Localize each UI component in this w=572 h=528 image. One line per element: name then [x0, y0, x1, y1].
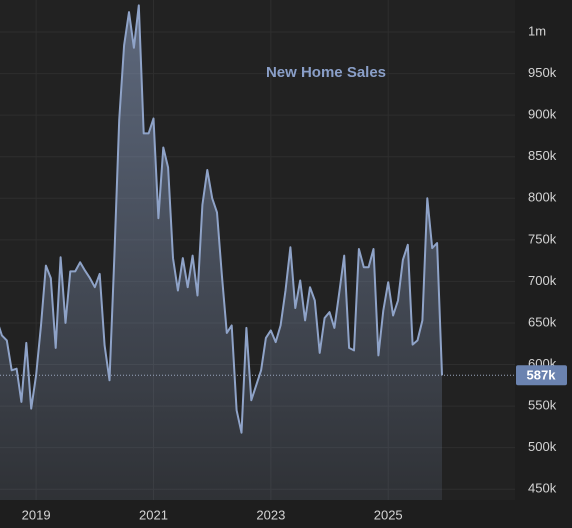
last-value-label: 587k [527, 368, 557, 383]
y-tick-label: 500k [528, 439, 557, 454]
y-tick-label: 700k [528, 273, 557, 288]
chart-title: New Home Sales [266, 64, 386, 81]
y-tick-label: 750k [528, 231, 557, 246]
y-tick-label: 650k [528, 314, 557, 329]
x-tick-label: 2025 [374, 507, 403, 522]
x-tick-label: 2023 [256, 507, 285, 522]
y-tick-label: 1m [528, 23, 546, 38]
y-tick-label: 450k [528, 481, 557, 496]
x-tick-label: 2019 [22, 507, 51, 522]
y-tick-label: 950k [528, 65, 557, 80]
y-tick-label: 850k [528, 148, 557, 163]
last-value-box [516, 365, 567, 386]
y-tick-label: 900k [528, 107, 557, 122]
line [0, 4, 443, 434]
y-tick-label: 550k [528, 398, 557, 413]
y-tick-label: 800k [528, 190, 557, 205]
x-tick-label: 2021 [139, 507, 168, 522]
